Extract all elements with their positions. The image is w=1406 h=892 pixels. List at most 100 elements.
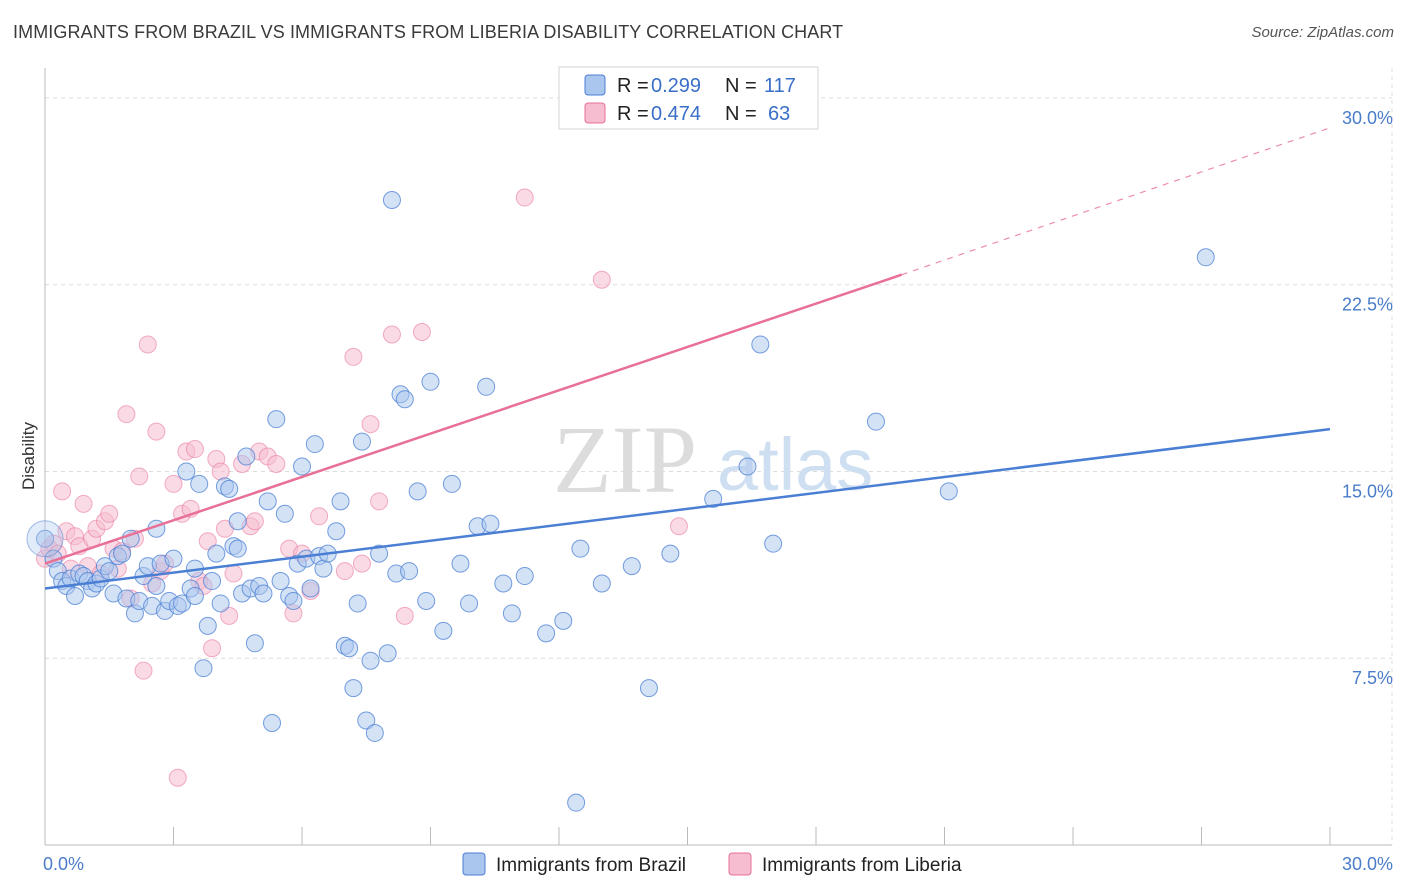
source-label: Source: ZipAtlas.com	[1251, 24, 1394, 41]
brazil-trend-line	[44, 427, 1331, 590]
brazil-point	[939, 482, 958, 501]
brazil-point	[113, 544, 132, 563]
brazil-point	[267, 410, 286, 429]
brazil-point	[738, 457, 757, 476]
brazil-point	[228, 512, 247, 531]
legend-liberia-swatch	[584, 102, 606, 124]
brazil-point	[661, 544, 680, 563]
brazil-point	[408, 482, 427, 501]
legend-brazil-swatch	[584, 74, 606, 96]
watermark-zip: ZIP	[553, 406, 697, 513]
liberia-point	[267, 454, 286, 473]
brazil-point	[348, 594, 367, 613]
liberia-point	[211, 462, 230, 481]
brazil-point	[284, 591, 303, 610]
brazil-point	[592, 574, 611, 593]
liberia-point	[185, 440, 204, 459]
brazil-point	[237, 447, 256, 466]
brazil-point	[194, 659, 213, 678]
liberia-point	[168, 768, 187, 787]
brazil-point	[275, 504, 294, 523]
brazil-point	[361, 651, 380, 670]
liberia-point	[220, 606, 239, 625]
y-tick-label: 15.0%	[1342, 481, 1393, 501]
liberia-point	[515, 188, 534, 207]
bottom-legend-brazil-label: Immigrants from Brazil	[496, 855, 686, 876]
brazil-point	[382, 191, 401, 210]
brazil-point	[537, 624, 556, 643]
brazil-point	[271, 572, 290, 591]
legend-liberia-n-label: N =	[725, 103, 757, 125]
brazil-point	[357, 711, 376, 730]
liberia-point	[53, 482, 72, 501]
brazil-point	[203, 572, 222, 591]
brazil-point	[442, 474, 461, 493]
brazil-point	[220, 479, 239, 498]
legend-liberia-r-label: R =	[617, 103, 649, 125]
brazil-point	[258, 492, 277, 511]
liberia-point	[74, 494, 93, 513]
liberia-point	[138, 335, 157, 354]
legend-brazil-r-value: 0.299	[651, 75, 701, 97]
brazil-point	[451, 554, 470, 573]
brazil-point	[340, 639, 359, 658]
liberia-point	[245, 512, 264, 531]
liberia-point	[370, 492, 389, 511]
bottom-legend-brazil-swatch	[462, 852, 486, 876]
brazil-point	[331, 492, 350, 511]
liberia-point	[203, 639, 222, 658]
liberia-trend-line	[44, 273, 903, 565]
brazil-point	[65, 586, 84, 605]
brazil-point	[866, 412, 885, 431]
x-tick-label: 30.0%	[1342, 854, 1393, 874]
brazil-point	[494, 574, 513, 593]
liberia-point	[395, 606, 414, 625]
brazil-point	[434, 621, 453, 640]
brazil-point	[751, 335, 770, 354]
brazil-point	[378, 644, 397, 663]
brazil-point	[190, 474, 209, 493]
liberia-point	[134, 661, 153, 680]
brazil-point	[352, 432, 371, 451]
y-tick-label: 7.5%	[1352, 668, 1393, 688]
brazil-point	[704, 489, 723, 508]
brazil-point	[567, 793, 586, 812]
brazil-point	[502, 604, 521, 623]
brazil-point	[263, 713, 282, 732]
liberia-point	[335, 562, 354, 581]
x-tick-label: 0.0%	[43, 854, 84, 874]
liberia-point	[310, 507, 329, 526]
brazil-point	[147, 577, 166, 596]
brazil-point	[481, 514, 500, 533]
brazil-point	[185, 586, 204, 605]
liberia-point	[100, 504, 119, 523]
x-tick-labels: 0.0% 30.0%	[43, 854, 1393, 874]
brazil-point	[327, 522, 346, 541]
bottom-legend-liberia-swatch	[728, 852, 752, 876]
brazil-point	[554, 611, 573, 630]
brazil-point	[400, 562, 419, 581]
liberia-point	[592, 270, 611, 289]
chart-title: IMMIGRANTS FROM BRAZIL VS IMMIGRANTS FRO…	[13, 22, 844, 42]
liberia-point	[352, 554, 371, 573]
brazil-point	[211, 594, 230, 613]
liberia-point	[224, 564, 243, 583]
liberia-point	[361, 415, 380, 434]
brazil-point	[198, 616, 217, 635]
brazil-point	[207, 544, 226, 563]
brazil-point	[417, 591, 436, 610]
brazil-point	[245, 634, 264, 653]
brazil-point	[460, 594, 479, 613]
brazil-point	[622, 557, 641, 576]
brazil-point	[515, 567, 534, 586]
trend-lines	[44, 127, 1331, 590]
brazil-point	[370, 544, 389, 563]
liberia-point	[147, 422, 166, 441]
liberia-point	[412, 323, 431, 342]
brazil-point	[395, 390, 414, 409]
legend-liberia-n-value: 63	[768, 103, 790, 125]
brazil-point	[764, 534, 783, 553]
brazil-point-cluster	[26, 520, 64, 558]
brazil-point	[365, 723, 384, 742]
